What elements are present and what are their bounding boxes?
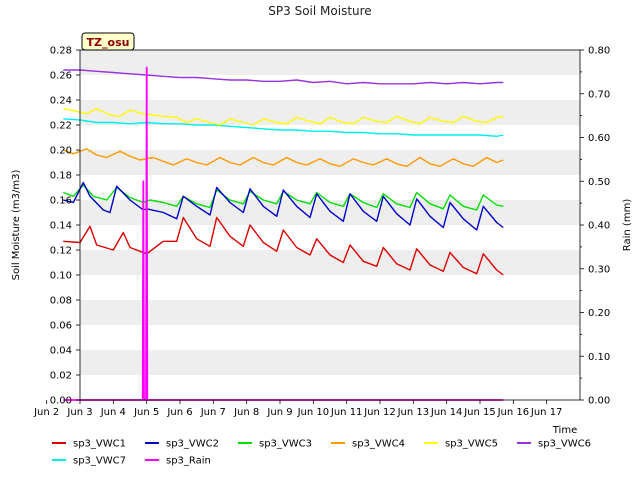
x-tick-label: Jun 12 [363, 407, 396, 418]
grid-band [80, 300, 580, 325]
grid-band [80, 150, 580, 175]
y2-tick-label: 0.80 [588, 46, 610, 57]
x-tick-label: Jun 15 [463, 407, 496, 418]
legend-label-sp3_VWC7: sp3_VWC7 [73, 456, 126, 467]
y-axis-label: Soil Moisture (m3/m3) [11, 170, 22, 281]
y-tick-label: 0.00 [50, 396, 72, 407]
site-tag: TZ_osu [81, 32, 135, 51]
y2-axis-label: Rain (mm) [622, 199, 633, 252]
x-tick-label: Jun 5 [133, 407, 159, 418]
x-tick-label: Jun 8 [233, 407, 259, 418]
y-tick-label: 0.04 [50, 346, 72, 357]
y-tick-label: 0.20 [50, 146, 72, 157]
y2-tick-label: 0.10 [588, 352, 610, 363]
y-tick-label: 0.28 [50, 46, 72, 57]
series-line-sp3_VWC2 [63, 181, 504, 231]
y2-tick-label: 0.00 [588, 396, 610, 407]
y-tick-label: 0.06 [50, 321, 72, 332]
series-line-sp3_VWC7 [63, 118, 504, 138]
legend-label-sp3_VWC4: sp3_VWC4 [352, 439, 405, 450]
legend-label-sp3_VWC1: sp3_VWC1 [73, 439, 126, 450]
chart-title: SP3 Soil Moisture [268, 4, 371, 18]
x-axis: Jun 2 Jun 3 Jun 4 Jun 5 Jun 6 Jun 7 Jun 8 Jun 9… [33, 400, 562, 418]
y-tick-label: 0.22 [50, 121, 72, 132]
x-tick-label: Jun 17 [530, 407, 563, 418]
y-tick-label: 0.12 [50, 246, 72, 257]
series-line-sp3_VWC5 [63, 108, 504, 126]
series-line-sp3_VWC4 [63, 148, 504, 168]
legend-label-sp3_VWC2: sp3_VWC2 [166, 439, 219, 450]
y-axis-right: 0.00 0.10 0.20 0.30 0.40 0.50 0.60 0.70 0.80 [580, 46, 610, 407]
x-tick-label: Jun 13 [397, 407, 430, 418]
x-tick-label: Jun 2 [33, 407, 59, 418]
grid-band [80, 200, 580, 225]
y2-tick-label: 0.30 [588, 264, 610, 275]
legend-label-sp3_VWC5: sp3_VWC5 [445, 439, 498, 450]
plot-area [63, 49, 581, 401]
y2-tick-label: 0.40 [588, 221, 610, 232]
series-layer [63, 66, 504, 401]
series-line-sp3_VWC6 [63, 69, 504, 85]
y-tick-label: 0.16 [50, 196, 72, 207]
legend: sp3_VWC1 sp3_VWC2 sp3_VWC3 sp3_VWC4 sp3_VWC5… [52, 439, 591, 467]
grid-band [80, 250, 580, 275]
x-tick-label: Jun 11 [330, 407, 363, 418]
legend-label-sp3_VWC3: sp3_VWC3 [259, 439, 312, 450]
y2-tick-label: 0.70 [588, 89, 610, 100]
x-tick-label: Jun 3 [66, 407, 92, 418]
series-line-sp3_VWC1 [63, 216, 504, 276]
x-tick-label: Jun 4 [100, 407, 126, 418]
y-tick-label: 0.24 [50, 96, 72, 107]
grid-band [80, 350, 580, 375]
legend-label-sp3_Rain: sp3_Rain [166, 456, 211, 467]
y-tick-label: 0.08 [50, 296, 72, 307]
grid-band [80, 100, 580, 125]
y2-tick-label: 0.60 [588, 133, 610, 144]
x-tick-label: Jun 10 [297, 407, 330, 418]
y-tick-label: 0.10 [50, 271, 72, 282]
site-tag-label: TZ_osu [87, 36, 130, 49]
site-tag-box [81, 32, 135, 51]
y-tick-label: 0.14 [50, 221, 72, 232]
x-tick-label: Jun 14 [430, 407, 463, 418]
x-tick-label: Jun 7 [200, 407, 226, 418]
y-tick-label: 0.18 [50, 171, 72, 182]
y-tick-label: 0.26 [50, 71, 72, 82]
y-tick-label: 0.02 [50, 371, 72, 382]
y2-tick-label: 0.20 [588, 308, 610, 319]
x-tick-label: Jun 9 [266, 407, 292, 418]
x-tick-label: Jun 16 [497, 407, 530, 418]
y2-tick-label: 0.50 [588, 177, 610, 188]
x-tick-label: Jun 6 [166, 407, 192, 418]
grid-band [80, 50, 580, 75]
y-axis-left: 0.00 0.02 0.04 0.06 0.08 0.10 0.12 0.14 0.16 0.18… [50, 46, 80, 407]
legend-label-sp3_VWC6: sp3_VWC6 [538, 439, 591, 450]
x-axis-label: Time [552, 425, 577, 436]
